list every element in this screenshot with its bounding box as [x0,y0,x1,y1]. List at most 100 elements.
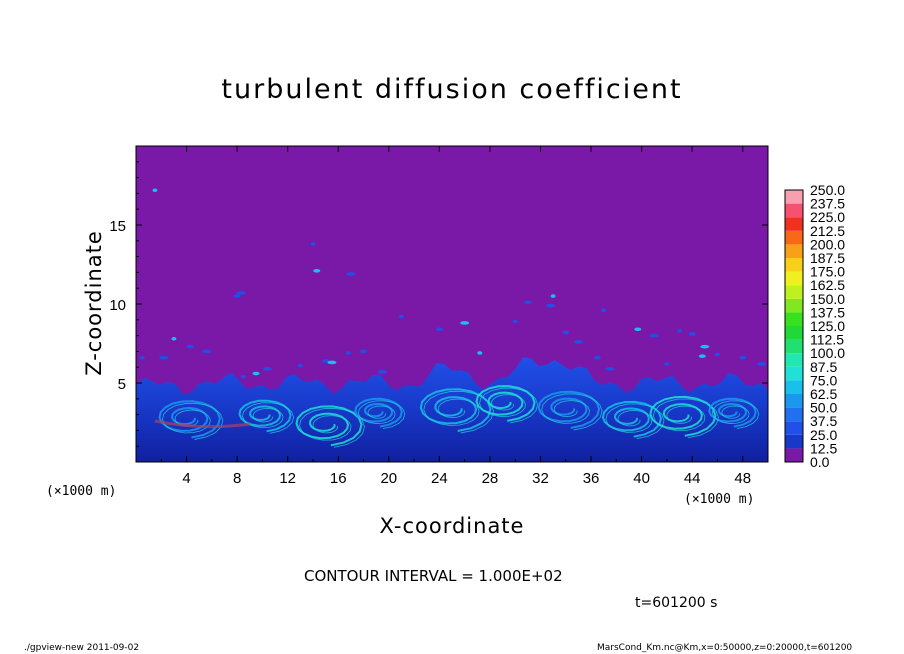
x-tick-label: 44 [684,470,701,487]
speckle [171,336,177,341]
x-tick-label: 24 [431,470,448,487]
speckle [546,303,556,308]
colorbar-tick-label: 187.5 [810,250,845,266]
speckle [233,294,241,298]
colorbar-tick-label: 75.0 [810,372,837,388]
colorbar-tick-label: 112.5 [810,332,844,348]
speckle [698,354,706,358]
speckle [360,349,368,354]
speckle [649,333,659,338]
y-tick-label: 10 [109,297,126,314]
colorbar-tick-label: 37.5 [810,413,837,429]
speckle [236,291,246,295]
colorbar-swatch [785,230,803,245]
speckle [297,363,303,368]
eddy-streak [242,402,295,434]
colorbar-tick-label: 12.5 [810,440,837,456]
colorbar-tick-label: 150.0 [810,291,845,307]
x-axis-unit-left: (×1000 m) [46,484,117,499]
colorbar-tick-label: 62.5 [810,386,837,402]
speckle [714,352,720,357]
colorbar-swatch [785,353,803,367]
colorbar-swatch [785,407,803,422]
colorbar-tick-label: 212.5 [810,223,845,239]
colorbar-swatch [785,271,803,286]
speckle [186,344,194,349]
speckle [700,344,710,349]
speckle [562,330,570,335]
colorbar-tick-label: 0.0 [810,454,830,470]
boundary-layer-fill [136,357,768,462]
colorbar-tick-label: 125.0 [810,318,845,334]
speckle [739,355,747,360]
speckle [435,327,443,332]
x-tick-label: 32 [532,470,549,487]
colorbar-swatch [785,298,803,313]
speckle [346,272,356,276]
speckle [202,349,212,354]
speckle [252,371,260,376]
colorbar-swatch [785,421,803,435]
colorbar-tick-label: 237.5 [810,196,845,212]
x-tick-label: 48 [734,470,751,487]
colorbar-swatch [785,339,803,354]
speckle [634,327,642,332]
x-tick-label: 28 [482,470,499,487]
y-tick-label: 5 [118,376,126,393]
x-tick-label: 40 [633,470,650,487]
eddy-streak [479,387,539,424]
speckle [159,355,169,360]
colorbar-swatch [785,326,803,340]
speckle [573,340,583,344]
x-axis-unit-right: (×1000 m) [684,492,755,507]
speckle [524,300,532,305]
speckle [310,242,316,246]
chart-title: turbulent diffusion coefficient [221,74,683,105]
colorbar-tick-label: 250.0 [810,182,845,198]
y-tick-label: 15 [109,218,126,235]
colorbar-swatch [785,312,803,326]
colorbar-swatch [785,394,803,408]
x-tick-label: 8 [233,470,241,487]
eddy-streak [154,419,250,429]
colorbar-tick-label: 175.0 [810,264,845,280]
speckle [313,269,321,273]
speckle [262,366,272,371]
eddy-streak [711,400,760,430]
footer-right-text: MarsCond_Km.nc@Km,x=0:50000,z=0:20000,t=… [597,643,853,653]
speckle [377,370,387,374]
eddy-streak [423,390,494,434]
colorbar-swatch [785,244,803,258]
x-axis-ticks: 4 8 12 16 20 24 28 32 36 40 44 48 [160,146,751,487]
eddy-streak [652,398,719,439]
speckle [677,329,683,333]
speckle [593,355,601,360]
speckle [139,355,145,360]
colorbar-tick-label: 162.5 [810,277,845,293]
speckle [460,321,470,325]
speckle [240,374,246,379]
colorbar-swatch [785,380,803,394]
x-tick-label: 12 [279,470,296,487]
colorbar-swatch [785,190,803,204]
speckle [550,294,556,298]
time-label: t=601200 s [635,595,718,611]
colorbar-swatch [785,366,803,381]
speckle [322,359,330,363]
speckle [477,351,483,355]
x-tick-label: 20 [380,470,397,487]
speckle [757,362,767,366]
speckle [327,360,337,365]
colorbar-swatch [785,217,803,231]
colorbar-swatch [785,285,803,299]
colorbar-swatch [785,434,803,449]
speckle [512,319,518,324]
x-tick-label: 16 [330,470,347,487]
colorbar-tick-label: 100.0 [810,345,845,361]
eddy-streak [357,400,406,430]
colorbar-tick-label: 200.0 [810,236,845,252]
speckle [605,366,615,371]
plot-area [135,145,769,463]
y-axis-ticks: 5 10 15 [109,161,768,447]
